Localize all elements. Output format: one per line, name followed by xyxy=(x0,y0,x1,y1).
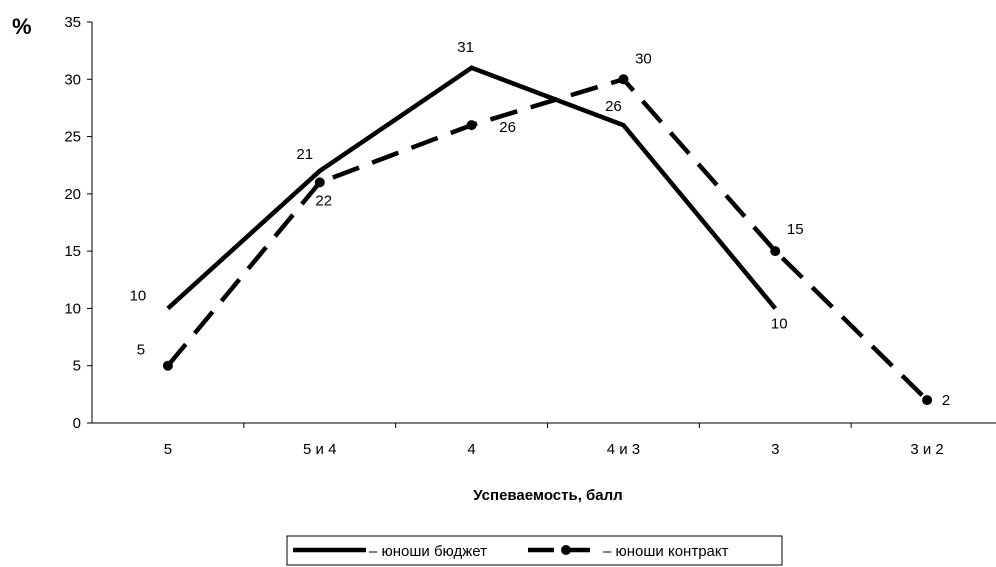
legend-label-2: – юноши контракт xyxy=(603,543,729,560)
series-line-2 xyxy=(166,76,929,402)
series-2-point xyxy=(922,395,933,406)
data-label: 10 xyxy=(771,315,788,332)
series-2-point xyxy=(162,360,173,371)
x-axis-title: Успеваемость, балл xyxy=(473,487,622,504)
data-label: 31 xyxy=(457,39,474,56)
series-line-1 xyxy=(166,65,778,311)
legend-marker-2 xyxy=(561,545,571,555)
data-label: 26 xyxy=(499,119,516,136)
y-tick-label: 25 xyxy=(64,129,81,146)
x-tick-label: 5 и 4 xyxy=(303,441,336,458)
data-label: 30 xyxy=(635,50,652,67)
data-label: 15 xyxy=(787,221,804,238)
y-tick-label: 5 xyxy=(73,358,81,375)
series-2-point xyxy=(314,177,325,188)
series-2-point xyxy=(770,246,781,257)
y-tick-label: 35 xyxy=(64,14,81,31)
x-tick-label: 5 xyxy=(164,441,172,458)
data-label: 21 xyxy=(296,146,313,163)
x-tick-label: 3 и 2 xyxy=(910,441,943,458)
series-2-point xyxy=(466,120,477,131)
data-label: 10 xyxy=(130,287,147,304)
data-label: 22 xyxy=(315,192,332,209)
data-labels: 10 21 31 26 10 5 22 26 30 15 2 xyxy=(130,39,951,409)
y-tick-label: 0 xyxy=(73,415,81,432)
y-tick-label: 30 xyxy=(64,71,81,88)
legend: – юноши бюджет – юноши контракт xyxy=(286,535,783,566)
legend-label-1: – юноши бюджет xyxy=(369,543,487,560)
data-label: 26 xyxy=(605,98,622,115)
y-tick-label: 10 xyxy=(64,300,81,317)
y-tick-label: 15 xyxy=(64,243,81,260)
x-tick-label: 3 xyxy=(771,441,779,458)
data-label: 2 xyxy=(942,392,950,409)
y-unit-label: % xyxy=(12,14,32,39)
x-tick-label: 4 и 3 xyxy=(607,441,640,458)
y-tick-label: 20 xyxy=(64,186,81,203)
y-axis: 0 5 10 15 20 25 30 35 xyxy=(64,14,93,432)
x-tick-label: 4 xyxy=(467,441,475,458)
data-label: 5 xyxy=(137,342,145,359)
series-2-point xyxy=(618,74,629,85)
x-axis: 5 5 и 4 4 4 и 3 3 3 и 2 xyxy=(92,422,996,458)
series-layer xyxy=(162,65,933,406)
